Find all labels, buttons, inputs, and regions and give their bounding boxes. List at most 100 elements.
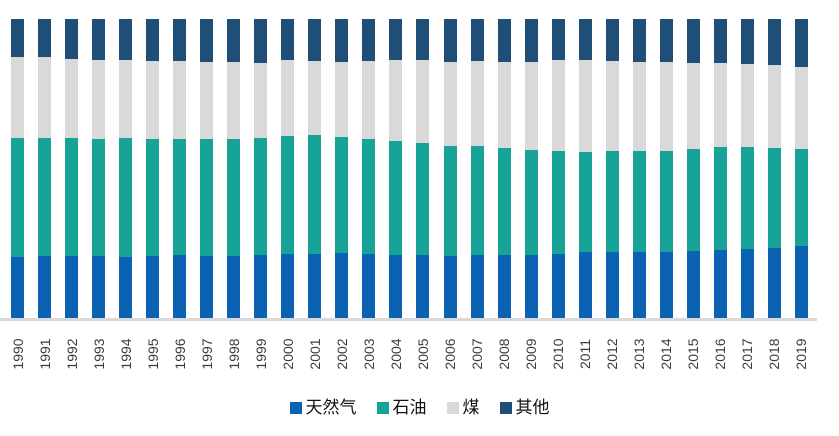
bar-segment-other — [578, 19, 592, 61]
x-tick-label: 2009 — [523, 338, 540, 370]
bar-segment-other — [740, 19, 754, 65]
bar-2003 — [362, 19, 376, 319]
bar-segment-natural-gas — [173, 254, 187, 319]
legend-item-oil: 石油 — [376, 399, 427, 416]
x-tick-1992: 1992 — [64, 324, 80, 384]
bar-segment-natural-gas — [119, 256, 133, 319]
bar-segment-other — [227, 19, 241, 62]
bar-2009 — [524, 19, 538, 319]
bar-segment-oil — [362, 139, 376, 254]
x-tick-label: 1995 — [144, 338, 161, 370]
legend-swatch-natural-gas — [289, 401, 302, 414]
legend-label-coal: 煤 — [462, 398, 480, 417]
bar-1991 — [38, 19, 52, 319]
x-tick-label: 2008 — [496, 338, 513, 370]
x-tick-label: 2000 — [279, 338, 296, 370]
bar-segment-coal — [686, 62, 700, 149]
bar-segment-coal — [794, 66, 808, 149]
bar-segment-other — [605, 19, 619, 62]
bar-1990 — [11, 19, 24, 319]
bar-segment-natural-gas — [740, 249, 754, 319]
bar-segment-coal — [146, 61, 160, 139]
bar-segment-oil — [200, 139, 214, 256]
bar-segment-oil — [335, 136, 349, 254]
bar-segment-coal — [389, 60, 403, 142]
bar-segment-oil — [254, 137, 268, 256]
x-tick-2018: 2018 — [766, 324, 782, 384]
bar-segment-natural-gas — [227, 255, 241, 319]
x-tick-label: 2011 — [577, 338, 594, 370]
bar-segment-coal — [119, 60, 133, 139]
bar-segment-other — [389, 19, 403, 61]
bar-segment-other — [632, 19, 646, 62]
bar-segment-other — [11, 19, 24, 57]
bar-segment-coal — [578, 60, 592, 152]
bar-segment-oil — [659, 151, 673, 253]
bar-segment-natural-gas — [65, 256, 79, 319]
bar-segment-other — [281, 19, 295, 61]
legend-swatch-coal — [446, 401, 459, 414]
x-tick-2010: 2010 — [550, 324, 566, 384]
bar-segment-coal — [11, 56, 24, 139]
bar-segment-coal — [92, 59, 106, 139]
x-tick-1990: 1990 — [10, 324, 26, 384]
x-tick-2011: 2011 — [577, 324, 594, 384]
bar-1997 — [200, 19, 214, 319]
bar-segment-other — [443, 19, 457, 62]
bar-segment-oil — [767, 148, 781, 248]
bar-segment-natural-gas — [632, 252, 646, 319]
bar-segment-natural-gas — [38, 256, 52, 319]
x-tick-label: 2004 — [387, 338, 404, 370]
bar-segment-coal — [254, 62, 268, 138]
x-tick-1993: 1993 — [91, 324, 107, 384]
x-tick-label: 2019 — [793, 338, 810, 370]
bar-segment-oil — [92, 138, 106, 257]
x-tick-label: 2012 — [604, 338, 621, 370]
bar-segment-oil — [470, 146, 484, 255]
bar-segment-other — [65, 19, 79, 59]
bar-1995 — [146, 19, 160, 319]
x-tick-2014: 2014 — [658, 324, 674, 384]
x-tick-label: 2006 — [442, 338, 458, 370]
bar-segment-other — [416, 19, 430, 61]
bar-segment-natural-gas — [470, 254, 484, 319]
bar-segment-coal — [65, 58, 79, 138]
x-axis-line — [0, 318, 817, 321]
x-tick-label: 2005 — [414, 338, 431, 370]
bar-1993 — [92, 19, 106, 319]
bar-segment-oil — [605, 151, 619, 252]
bar-segment-other — [119, 19, 133, 61]
legend-swatch-oil — [376, 401, 389, 414]
bar-2004 — [389, 19, 403, 319]
legend: 天然气 石油 煤 其他 — [0, 399, 839, 416]
bar-segment-natural-gas — [335, 253, 349, 319]
x-tick-label: 1997 — [198, 338, 215, 370]
bar-segment-oil — [524, 149, 538, 256]
bar-segment-oil — [173, 138, 187, 255]
x-tick-label: 1999 — [252, 338, 269, 370]
bar-2017 — [740, 19, 754, 319]
x-tick-2001: 2001 — [306, 324, 323, 384]
bar-segment-coal — [173, 60, 187, 139]
bar-segment-natural-gas — [605, 251, 619, 319]
x-tick-2000: 2000 — [279, 324, 296, 384]
bar-segment-oil — [65, 137, 79, 256]
bar-2015 — [686, 19, 700, 319]
x-tick-label: 2015 — [685, 338, 702, 370]
bar-segment-oil — [119, 138, 133, 257]
bar-segment-coal — [659, 62, 673, 152]
x-tick-1996: 1996 — [172, 324, 188, 384]
bar-segment-natural-gas — [254, 255, 268, 319]
bar-segment-natural-gas — [200, 255, 214, 319]
x-tick-2008: 2008 — [496, 324, 513, 384]
bar-segment-coal — [767, 65, 781, 149]
x-tick-label: 2001 — [306, 338, 323, 370]
bar-segment-other — [767, 19, 781, 66]
legend-swatch-other — [499, 401, 512, 414]
bar-segment-natural-gas — [497, 254, 511, 319]
bar-segment-other — [497, 19, 511, 62]
bar-segment-oil — [578, 151, 592, 253]
bar-1994 — [119, 19, 133, 319]
bar-1998 — [227, 19, 241, 319]
bar-segment-other — [713, 19, 727, 63]
